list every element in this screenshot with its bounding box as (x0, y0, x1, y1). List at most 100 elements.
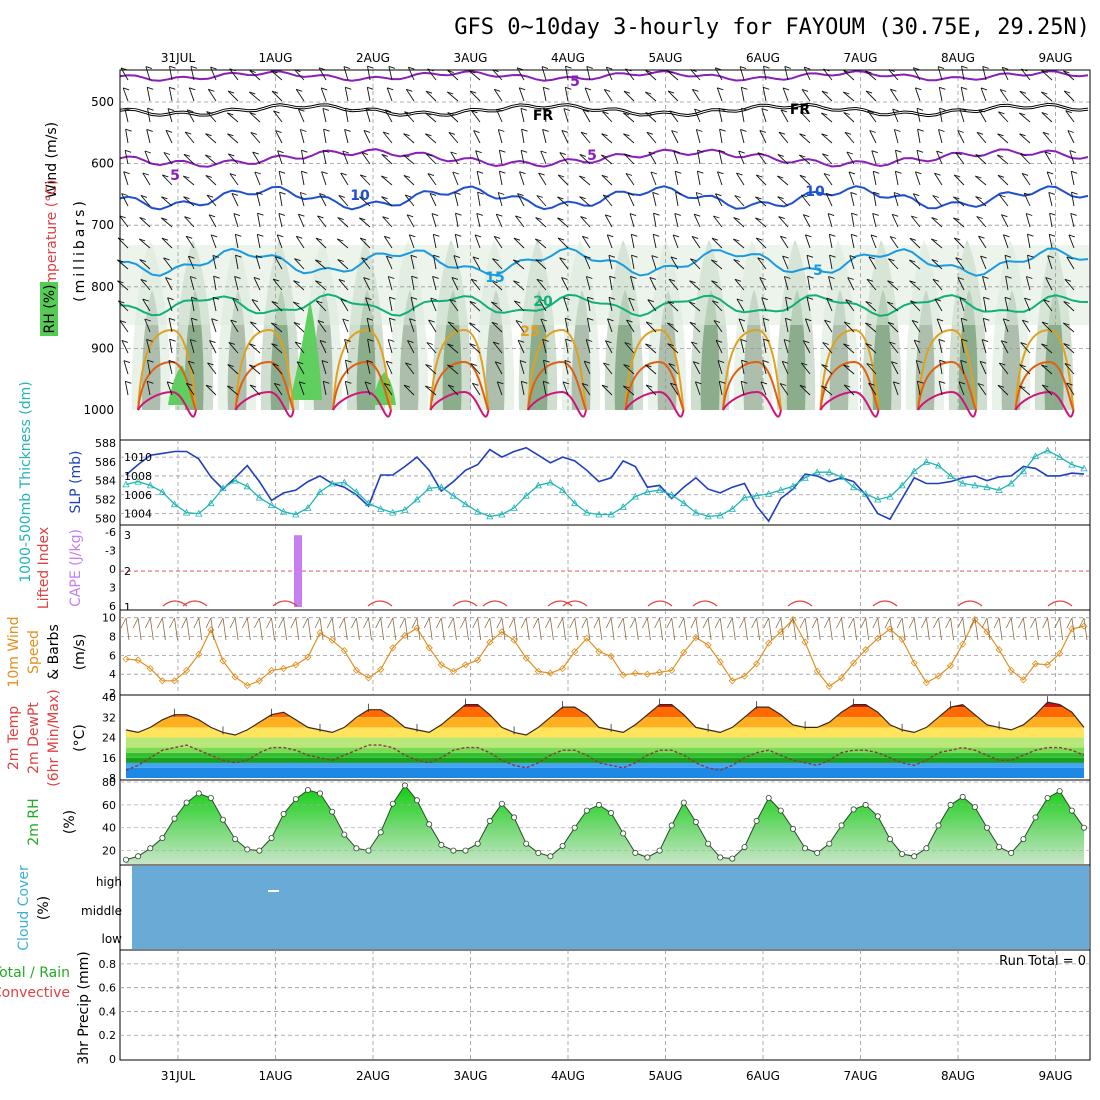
wind-barb (895, 150, 899, 165)
wind-barb-flag (565, 317, 572, 321)
wind-barb (601, 133, 613, 144)
rh-point (1020, 836, 1027, 843)
wind-barb-flag (916, 107, 924, 111)
contour-label: 5 (587, 148, 597, 164)
wind-barb (146, 129, 151, 144)
wind-barb-flag (843, 343, 850, 347)
wind-barb-flag (451, 276, 459, 280)
wind-barb (433, 255, 437, 270)
wind-barb-flag (477, 191, 484, 195)
ylabel-rh: RH (%) (42, 285, 58, 334)
wind-barb-flag (868, 382, 875, 386)
date-axis-bottom: 31JUL 1AUG 2AUG 3AUG 4AUG 5AUG 6AUG 7AUG 8AUG 9AU… (161, 1069, 1073, 1083)
wind-barb (387, 276, 393, 291)
wind-barb-flag (317, 320, 325, 324)
wind-barb (761, 297, 767, 312)
wind-barb (249, 343, 261, 354)
wind-barb-flag (717, 87, 724, 91)
pressure-tick: 800 (91, 280, 114, 294)
surface-wind-barb (489, 617, 494, 641)
wind-barb (999, 194, 1009, 207)
wind-barb (961, 66, 965, 81)
wind-barb (843, 384, 855, 396)
wind-barb (647, 299, 657, 312)
wind-barb-flag (653, 212, 660, 216)
wind-barb (888, 69, 899, 81)
wind-barb (740, 87, 745, 102)
cape-tick: 1 (124, 601, 131, 614)
wind-barb-flag (667, 70, 674, 74)
wind-barb (447, 321, 459, 333)
wind-barb-flag (741, 107, 748, 111)
wind-barb-flag (190, 339, 197, 342)
wind-barb-flag (645, 384, 653, 388)
wind-barb-flag (405, 194, 412, 198)
wind-barb (959, 108, 965, 123)
rh-point (450, 847, 457, 854)
wind-barb (736, 172, 745, 186)
wind-barb (146, 381, 151, 396)
wind-barb (997, 133, 1009, 144)
wind-barb (543, 360, 547, 375)
wind-barb-flag (821, 112, 828, 116)
wind-barb (428, 319, 437, 333)
wind-barb-flag (761, 297, 768, 301)
wind-barb-flag (147, 107, 154, 111)
wind-barb (959, 297, 965, 312)
wind-speed-point (243, 681, 251, 690)
wind-barb-flag (1001, 340, 1008, 344)
wind-barb-flag (997, 133, 1004, 137)
wind-barb-flag (404, 111, 411, 115)
wind-barb-flag (784, 65, 791, 69)
wind-barb (780, 235, 789, 249)
thickness-point (558, 486, 567, 493)
wind-barb-flag (565, 65, 572, 69)
wind-barb (271, 343, 283, 354)
wind-speed-point (1056, 649, 1064, 658)
wind-barb (645, 321, 657, 333)
wind-barb-flag (448, 321, 455, 325)
wind-barb-flag (205, 154, 212, 158)
date-label-bottom: 1AUG (259, 1069, 293, 1083)
wind-barb-flag (961, 86, 968, 90)
wind-barb-flag (1041, 343, 1048, 347)
wind-barb (492, 69, 503, 81)
wind-barb (630, 234, 635, 249)
surface-wind-barb-flag (520, 617, 527, 629)
wind-barb (492, 258, 503, 270)
rh-point (171, 815, 178, 822)
wind-speed-point (643, 670, 651, 678)
wind-barb (513, 280, 525, 291)
rh-point (256, 847, 263, 854)
wind-barb (366, 318, 371, 333)
wind-barb (609, 276, 613, 291)
wind-barb (187, 361, 195, 375)
wind-barb (934, 298, 943, 312)
wind-barb (321, 360, 327, 375)
wind-barb (694, 108, 701, 123)
wind-barb (1069, 150, 1075, 165)
wind-speed-point (668, 666, 676, 674)
wind-barb-flag (274, 256, 282, 260)
thickness-point (983, 483, 991, 491)
wind-barb-flag (232, 297, 239, 301)
wind-barb (184, 131, 195, 144)
surface-wind-barb (865, 617, 870, 641)
wind-barb (778, 216, 789, 228)
wind-barb-flag (275, 130, 282, 134)
wind-barb-flag (845, 299, 852, 303)
wind-speed-point (1044, 661, 1052, 669)
wind-barb (206, 194, 217, 207)
wind-barb (317, 320, 327, 333)
wind-barb (980, 255, 987, 270)
wind-barb-flag (917, 128, 924, 132)
wind-barb (1047, 255, 1053, 270)
wind-barb-flag (559, 152, 566, 156)
wind-barb-flag (1019, 385, 1026, 389)
precip-tick: 0.4 (99, 1005, 117, 1018)
wind-barb (145, 66, 151, 81)
date-label-top: 5AUG (649, 51, 683, 65)
wind-barb-flag (799, 384, 807, 388)
wind-barb (645, 112, 657, 123)
wind-speed-point (1080, 622, 1088, 630)
